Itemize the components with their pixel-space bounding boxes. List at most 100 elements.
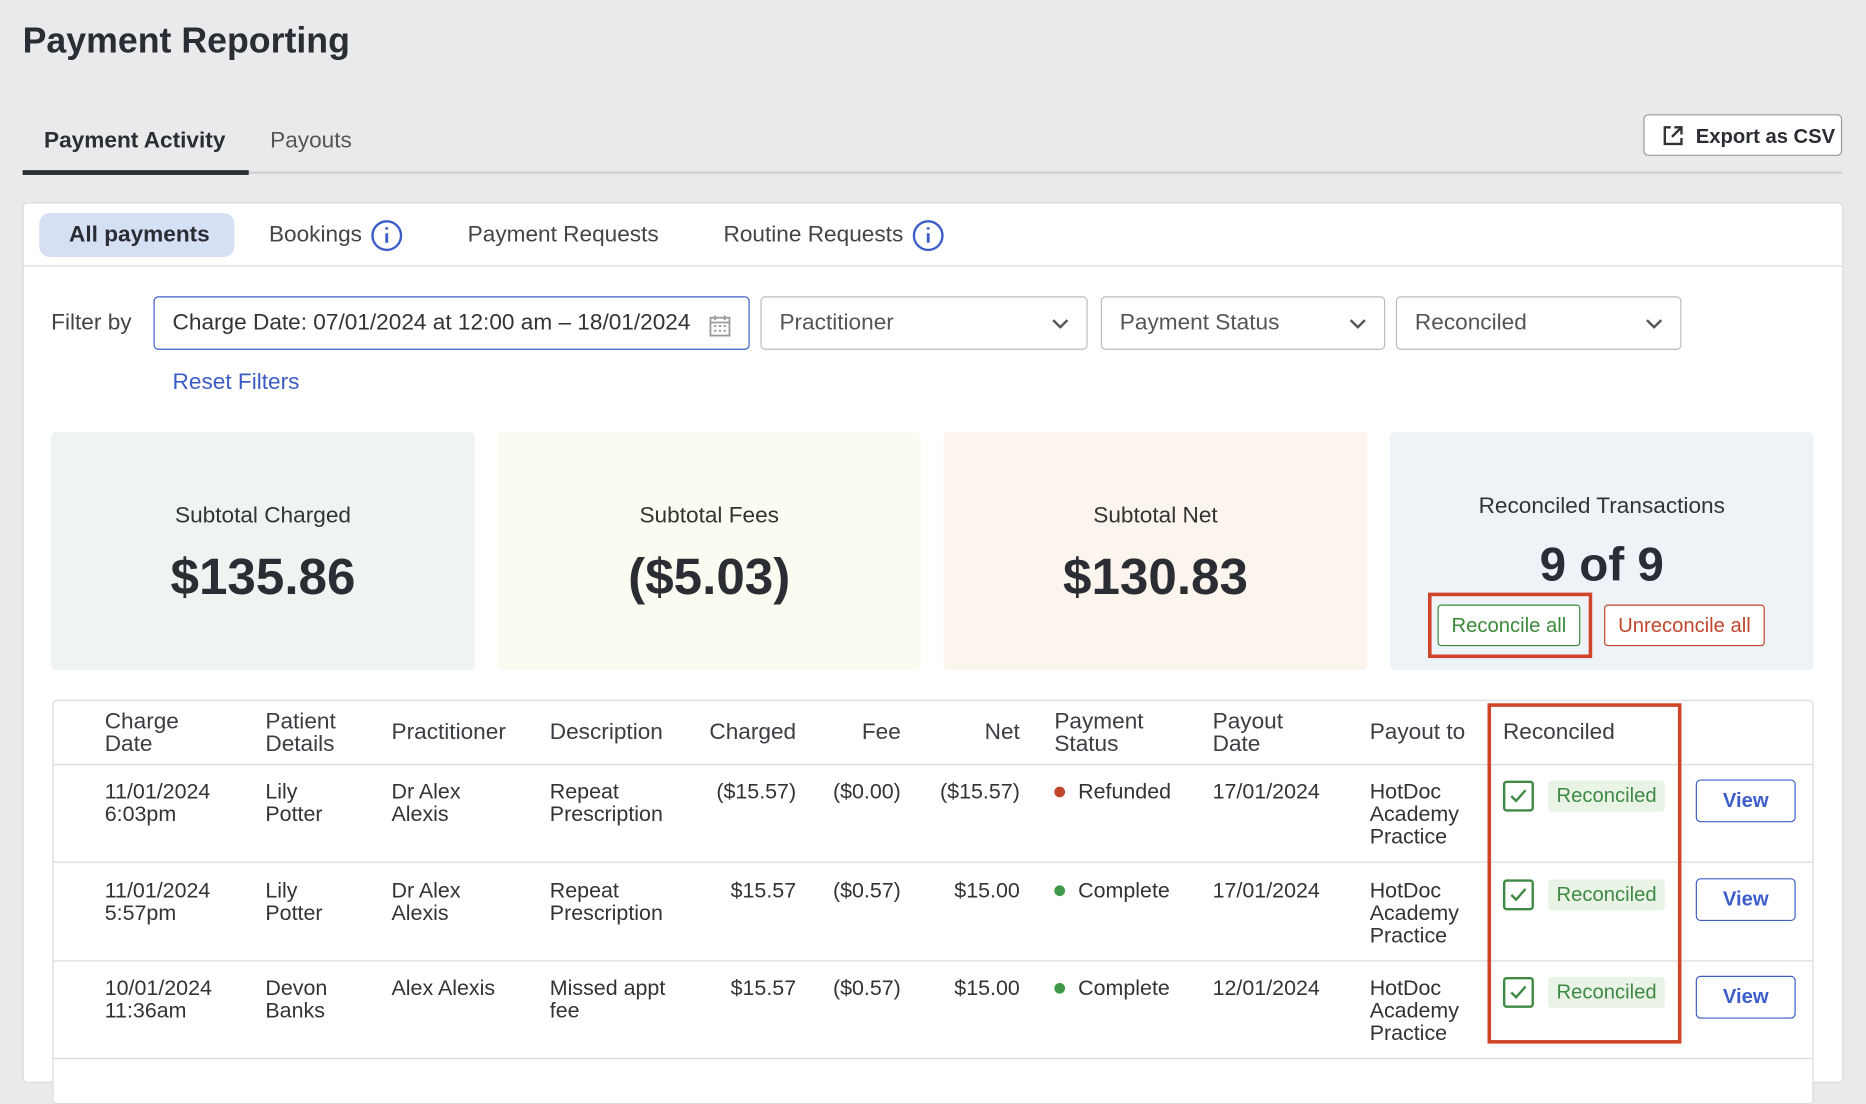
tab[interactable]: Payouts [270, 128, 352, 154]
filter-label: Filter by [51, 310, 132, 336]
column-header: Payout Date [1212, 709, 1284, 757]
column-header: Description [549, 719, 663, 745]
column-header: Charged [709, 719, 797, 745]
row-divider [53, 1057, 1813, 1060]
reconciled-pill: Reconciled [1548, 878, 1665, 910]
column-header: Reconciled [1502, 719, 1615, 745]
table [52, 699, 1814, 1104]
summary-card: Subtotal Charged $135.86 [51, 431, 475, 670]
subtab[interactable]: All payments [69, 222, 210, 248]
cell-fee: ($0.57) [832, 877, 901, 902]
cell-charged: ($15.57) [716, 779, 797, 804]
chevron [1646, 319, 1663, 329]
cell-description: Missed appt fee [549, 975, 666, 1023]
subtab[interactable]: Payment Requests [467, 222, 659, 248]
cell-charged: $15.57 [730, 877, 797, 902]
date-filter[interactable]: Charge Date: 07/01/2024 at 12:00 am – 18… [153, 296, 750, 350]
reconciled-pill: Reconciled [1548, 780, 1665, 812]
summary-label: Subtotal Fees [639, 503, 780, 529]
cell-payout-date: 17/01/2024 [1212, 779, 1320, 804]
check [1510, 789, 1527, 803]
cell-charge-date: 11/01/2024 6:03pm [104, 779, 211, 826]
subtab[interactable]: Bookings [268, 222, 362, 248]
select-text: Payment Status [1119, 310, 1280, 336]
chevron [1052, 319, 1069, 329]
column-header: Net [984, 719, 1020, 745]
cell-charged: $15.57 [730, 975, 797, 1000]
reconcile-all-button[interactable]: Reconcile all [1437, 604, 1581, 647]
select-text: Reconciled [1414, 310, 1527, 336]
select-text: Practitioner [779, 310, 894, 336]
column-header: Fee [861, 719, 901, 745]
checkbox[interactable] [1502, 878, 1534, 910]
summary-value: $135.86 [170, 548, 356, 606]
view-button[interactable]: View [1695, 975, 1796, 1019]
cell-description: Repeat Prescription [549, 779, 663, 826]
view-button[interactable]: View [1695, 877, 1796, 921]
row-divider [53, 763, 1813, 766]
practitioner-filter[interactable]: Practitioner [760, 296, 1088, 350]
chevron [1349, 319, 1366, 329]
check [1510, 887, 1527, 901]
cell-practitioner: Dr Alex Alexis [391, 877, 461, 925]
cell-net: ($15.57) [940, 779, 1020, 804]
status-dot [1054, 884, 1066, 896]
cell-status: Complete [1078, 975, 1170, 1000]
column-header: Payout to [1369, 719, 1466, 745]
page: Payment Reporting Payment Activity Payou… [22, 21, 1844, 1104]
cell-patient: Lily Potter [265, 877, 323, 925]
checkbox[interactable] [1502, 780, 1534, 812]
export-label: Export as CSV [1695, 124, 1836, 148]
tab[interactable]: Payment Activity [44, 128, 226, 154]
highlight-box [1428, 592, 1593, 659]
summary-label: Subtotal Charged [174, 503, 351, 529]
info-icon[interactable] [912, 219, 945, 252]
cell-payout-date: 17/01/2024 [1212, 877, 1320, 902]
calendar-icon [709, 315, 731, 337]
highlight-box [1487, 703, 1682, 1044]
export-button[interactable]: Export as CSV [1643, 114, 1843, 156]
reconciled-label: Reconciled Transactions [1478, 493, 1725, 519]
cell-payout-to: HotDoc Academy Practice [1369, 877, 1459, 947]
row-divider [53, 959, 1813, 961]
status-dot [1054, 982, 1066, 994]
cell-description: Repeat Prescription [549, 877, 663, 925]
subtab-active[interactable] [39, 213, 235, 258]
unreconcile-all-button[interactable]: Unreconcile all [1604, 604, 1765, 647]
reconciled-filter[interactable]: Reconciled [1395, 296, 1682, 350]
export-icon [1663, 126, 1683, 146]
cell-charge-date: 10/01/2024 11:36am [104, 975, 212, 1023]
checkbox[interactable] [1502, 976, 1534, 1008]
cell-patient: Lily Potter [265, 779, 323, 826]
status-filter[interactable]: Payment Status [1100, 296, 1386, 350]
cell-payout-to: HotDoc Academy Practice [1369, 779, 1459, 849]
column-header: Payment Status [1054, 709, 1144, 757]
cell-payout-date: 12/01/2024 [1212, 975, 1320, 1000]
cell-practitioner: Dr Alex Alexis [391, 779, 461, 826]
summary-label: Subtotal Net [1093, 503, 1218, 529]
summary-value: $130.83 [1063, 548, 1248, 606]
stage: Payment Reporting Payment Activity Payou… [22, 21, 1844, 1104]
cell-net: $15.00 [954, 975, 1020, 1000]
cell-charge-date: 11/01/2024 5:57pm [104, 877, 211, 925]
reconciled-pill: Reconciled [1548, 976, 1665, 1008]
cell-fee: ($0.00) [832, 779, 901, 804]
cell-payout-to: HotDoc Academy Practice [1369, 975, 1459, 1045]
info-icon[interactable] [370, 219, 403, 252]
date-filter-text: Charge Date: 07/01/2024 at 12:00 am – 18… [172, 310, 691, 336]
subtab-rule [23, 265, 1843, 267]
cell-status: Complete [1078, 877, 1170, 902]
column-header: Patient Details [265, 709, 336, 757]
view-button[interactable]: View [1695, 779, 1796, 823]
cell-net: $15.00 [954, 877, 1020, 902]
cell-fee: ($0.57) [832, 975, 901, 1000]
reset-filters[interactable]: Reset Filters [172, 370, 300, 396]
cell-practitioner: Alex Alexis [391, 975, 496, 1000]
summary-value: ($5.03) [628, 548, 791, 606]
cell-patient: Devon Banks [265, 975, 328, 1023]
page-title: Payment Reporting [22, 21, 350, 61]
column-header: Charge Date [104, 709, 179, 757]
summary-card: Subtotal Fees ($5.03) [497, 431, 922, 670]
status-dot [1054, 786, 1066, 798]
subtab[interactable]: Routine Requests [723, 222, 904, 248]
